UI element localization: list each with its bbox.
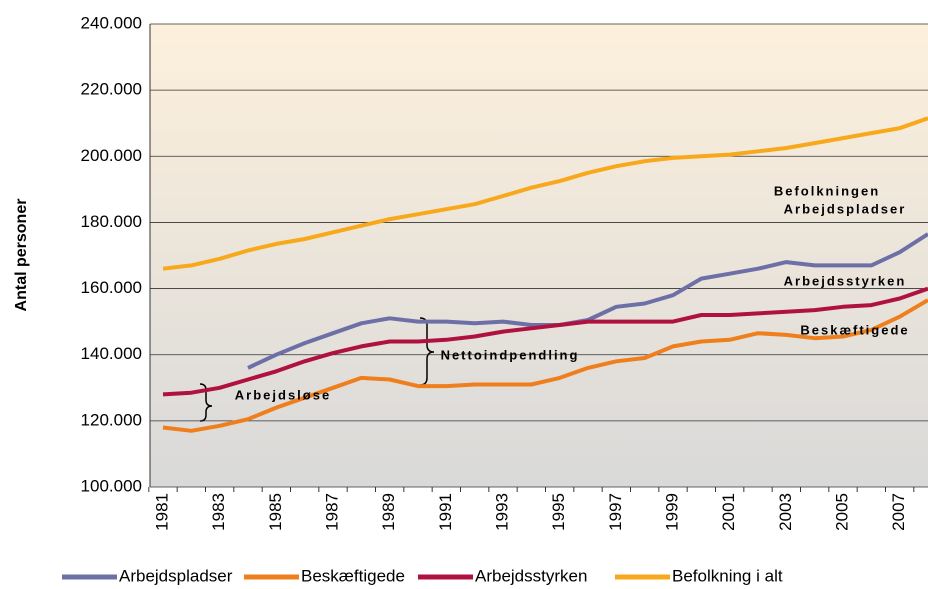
x-tick-label: 2005 [832,493,851,531]
x-tick-label: 1989 [379,493,398,531]
annotation: Arbejdspladser [784,201,907,216]
x-tick-label: 2007 [889,493,908,531]
legend-label: Arbejdsstyrken [475,566,587,585]
legend-label: Arbejdspladser [119,566,233,585]
series-line [162,116,928,271]
y-axis-label: Antal personer [13,199,30,312]
legend-label: Beskæftigede [301,566,405,585]
x-tick-label: 2001 [719,493,738,531]
y-tick-label: 180.000 [81,212,142,231]
x-tick-label: 1999 [662,493,681,531]
plot-background [150,24,928,487]
x-tick-label: 1981 [152,493,171,531]
annotation: Arbejdsløse [235,387,331,402]
x-tick-label: 1997 [606,493,625,531]
x-tick-label: 1987 [322,493,341,531]
brace [199,383,213,422]
x-tick-label: 1985 [266,493,285,531]
y-tick-label: 220.000 [81,80,142,99]
x-tick-label: 2003 [776,493,795,531]
series-line [162,298,928,433]
annotation: Nettoindpendling [441,347,580,362]
annotation: Arbejdsstyrken [784,273,907,288]
x-tick-label: 1993 [492,493,511,531]
y-tick-label: 100.000 [81,476,142,495]
x-tick-label: 1983 [209,493,228,531]
y-tick-label: 120.000 [81,410,142,429]
y-tick-label: 240.000 [81,13,142,32]
y-tick-label: 200.000 [81,146,142,165]
series-line [162,286,928,397]
x-tick-label: 1995 [549,493,568,531]
legend-label: Befolkning i alt [672,566,783,585]
annotation: Befolkningen [774,183,880,198]
y-tick-label: 140.000 [81,344,142,363]
x-tick-label: 1991 [436,493,455,531]
y-tick-label: 160.000 [81,278,142,297]
annotation: Beskæftigede [800,322,909,337]
